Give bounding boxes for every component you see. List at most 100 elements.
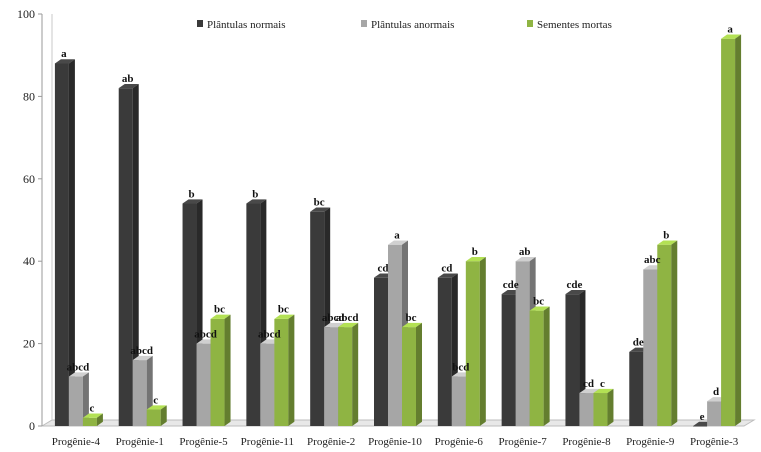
bar-top: [54, 59, 75, 64]
bar-front: [451, 376, 466, 426]
legend-label: Plântulas normais: [207, 19, 286, 31]
bar-data-label: c: [89, 403, 94, 415]
bar-data-label: cd: [441, 262, 452, 274]
bar-top: [246, 199, 267, 204]
bar-data-label: a: [61, 48, 67, 60]
x-tick-label: Progênie-2: [307, 436, 355, 448]
bar-front: [657, 244, 672, 426]
bar-data-label: c: [153, 394, 158, 406]
bar-top: [132, 355, 153, 361]
bar-data-label: b: [472, 246, 478, 258]
bar-top: [579, 388, 600, 394]
bar: [338, 322, 359, 426]
x-tick-label: Progênie-11: [241, 436, 294, 448]
bar-data-label: abcd: [336, 312, 359, 324]
bar-front: [721, 38, 736, 426]
x-tick-label: Progênie-4: [52, 436, 101, 448]
x-tick-label: Progênie-1: [116, 436, 164, 448]
bar-data-label: b: [663, 230, 669, 242]
x-tick-label: Progênie-3: [690, 436, 739, 448]
bar-data-label: cd: [378, 262, 389, 274]
bar-top: [118, 83, 139, 89]
bar: [721, 34, 742, 427]
legend-swatch: [527, 20, 533, 27]
bar-front: [82, 417, 97, 426]
x-tick-label: Progênie-9: [626, 436, 675, 448]
bar-front: [324, 327, 339, 426]
bar-side: [543, 306, 550, 426]
bar-front: [593, 393, 608, 426]
bar-side: [416, 322, 422, 426]
bar-data-label: bc: [314, 197, 325, 209]
bar: [246, 199, 267, 426]
bar-data-label: abcd: [130, 345, 153, 357]
bar-data-label: d: [713, 386, 719, 398]
bar-top: [274, 314, 295, 319]
bar-front: [146, 409, 161, 426]
x-tick-label: Progênie-7: [499, 436, 548, 448]
bar-front: [629, 351, 644, 426]
bar: [82, 413, 103, 426]
bar-data-label: abcd: [322, 312, 345, 324]
bar-side: [160, 405, 167, 426]
bar: [657, 240, 678, 426]
bar-top: [515, 257, 536, 262]
bar-data-label: abcd: [194, 328, 217, 340]
bar-data-label: cde: [567, 279, 583, 291]
bar-front: [643, 269, 658, 426]
bar-front: [465, 261, 480, 426]
bar-top: [388, 240, 408, 245]
bar-front: [274, 318, 289, 426]
bar: [529, 306, 550, 426]
bar: [54, 59, 75, 427]
bar-side: [96, 413, 103, 426]
bar: [465, 257, 486, 426]
bar-data-label: ab: [519, 246, 531, 258]
bar-front: [260, 343, 275, 426]
bar-front: [437, 277, 452, 426]
bar-top: [657, 240, 678, 245]
bar: [593, 388, 614, 426]
legend: Plântulas normais Plântulas anormais Semen…: [197, 19, 612, 31]
bar-front: [529, 310, 544, 426]
bar: [146, 405, 167, 426]
x-tick-label: Progênie-8: [562, 436, 611, 448]
x-tick-label: Progênie-5: [179, 436, 228, 448]
bar-front: [515, 261, 530, 426]
bar-side: [479, 257, 486, 426]
bar: [274, 314, 295, 426]
bar: [68, 372, 89, 426]
bar-data-label: ab: [122, 73, 134, 85]
bar-front: [402, 327, 416, 426]
bar-data-label: cd: [583, 378, 594, 390]
legend-swatch: [361, 20, 367, 27]
bar-top: [324, 322, 345, 328]
bar-top: [437, 273, 458, 278]
y-tick-label: 80: [23, 89, 35, 103]
bar: [402, 322, 422, 426]
bar-front: [579, 393, 594, 426]
bar-side: [735, 34, 742, 427]
bar-front: [693, 426, 708, 427]
bar-top: [721, 34, 742, 39]
bar-front: [501, 294, 516, 426]
bar-data-label: bcd: [452, 361, 469, 373]
bar-data-label: cde: [503, 279, 519, 291]
bar-front: [182, 203, 197, 426]
bar-front: [707, 401, 722, 426]
bar-top: [68, 372, 89, 377]
bar-data-label: abcd: [67, 361, 90, 373]
bar-front: [310, 211, 325, 426]
bar-data-label: b: [252, 188, 258, 200]
x-tick-label: Progênie-10: [368, 436, 422, 448]
bar-data-label: bc: [533, 295, 544, 307]
bar-top: [210, 314, 231, 319]
bar: [210, 314, 231, 426]
bar-data-label: c: [600, 378, 605, 390]
bar-data-label: a: [727, 24, 733, 36]
bar-data-label: bc: [214, 304, 225, 316]
bar-top: [310, 207, 331, 212]
y-tick-label: 0: [29, 419, 35, 433]
bar-top: [402, 322, 422, 328]
